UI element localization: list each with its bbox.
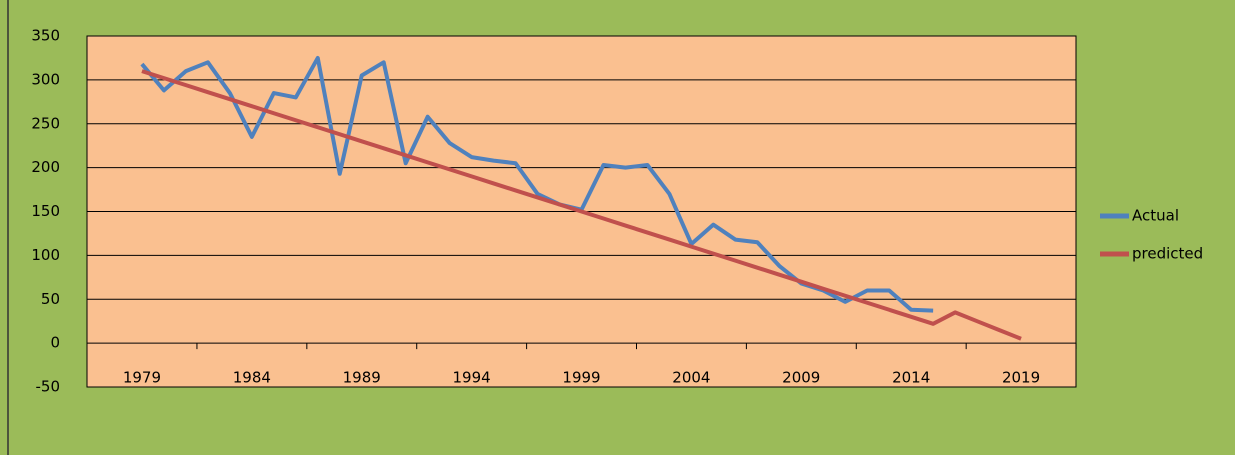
x-tick-label: 1994 <box>453 369 491 387</box>
legend-label: Actual <box>1132 207 1179 225</box>
x-tick-label: 1989 <box>343 369 381 387</box>
x-tick-label: 2019 <box>1002 369 1040 387</box>
y-tick-label: 50 <box>41 290 60 308</box>
x-tick-label: 2014 <box>892 369 930 387</box>
x-tick-label: 1984 <box>233 369 271 387</box>
y-tick-label: 150 <box>31 202 60 220</box>
y-tick-label: 100 <box>31 246 60 264</box>
y-tick-label: 250 <box>31 114 60 132</box>
y-tick-label: 0 <box>50 334 60 352</box>
x-tick-label: 2009 <box>782 369 820 387</box>
series-line <box>141 69 1022 341</box>
legend-label: predicted <box>1132 245 1203 263</box>
x-tick-label: 1999 <box>562 369 600 387</box>
y-tick-label: 300 <box>31 70 60 88</box>
y-tick-label: -50 <box>36 378 61 396</box>
x-tick-label: 1979 <box>123 369 161 387</box>
y-tick-label: 200 <box>31 158 60 176</box>
x-tick-label: 2004 <box>672 369 710 387</box>
y-tick-label: 350 <box>31 27 60 45</box>
